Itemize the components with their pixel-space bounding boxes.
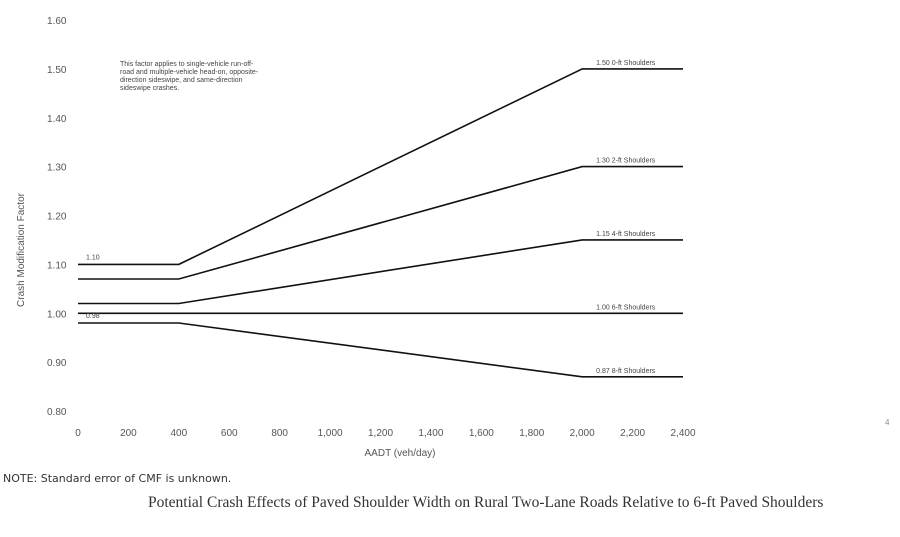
series-labels: 1.50 0-ft Shoulders 1.30 2-ft Shoulders 1.… [86, 60, 656, 375]
chart-annotation: This factor applies to single-vehicle ru… [120, 61, 259, 92]
y-axis: 0.80 0.90 1.00 1.10 1.20 1.30 1.40 1.50 1.60 [47, 16, 67, 418]
y-axis-title: Crash Modification Factor [16, 192, 27, 307]
corner-mark: 4 [885, 418, 890, 427]
x-tick-label: 1,800 [519, 428, 544, 439]
x-axis-title: AADT (veh/day) [365, 448, 436, 459]
y-tick-label: 1.40 [47, 114, 67, 125]
series-end-label: 1.00 6-ft Shoulders [596, 304, 656, 311]
annotation-line: direction sideswipe, and same-direction [120, 77, 243, 84]
x-tick-label: 400 [170, 428, 187, 439]
figure-caption: Potential Crash Effects of Paved Shoulde… [148, 494, 824, 511]
annotation-line: sideswipe crashes. [120, 85, 179, 92]
crash-modification-chart: 0.80 0.90 1.00 1.10 1.20 1.30 1.40 1.50 1.60 0 20… [16, 16, 696, 459]
annotation-line: This factor applies to single-vehicle ru… [120, 61, 254, 68]
series-line-8-ft-shoulders [78, 322, 683, 378]
series-line-0-ft-shoulders [78, 68, 683, 266]
y-tick-label: 1.10 [47, 260, 67, 271]
x-axis: 0 200 400 600 800 1,000 1,200 1,400 1,600 1,800 2,… [75, 428, 696, 439]
standard-error-note: NOTE: Standard error of CMF is unknown. [3, 472, 232, 485]
y-tick-label: 0.90 [47, 358, 67, 369]
series-end-label: 1.15 4-ft Shoulders [596, 231, 656, 238]
y-tick-label: 1.30 [47, 163, 67, 174]
x-tick-label: 2,200 [620, 428, 645, 439]
series-end-label: 1.50 0-ft Shoulders [596, 60, 656, 67]
y-tick-label: 0.80 [47, 407, 67, 418]
x-tick-label: 2,400 [670, 428, 695, 439]
x-tick-label: 1,600 [469, 428, 494, 439]
y-tick-label: 1.20 [47, 212, 67, 223]
series-line-2-ft-shoulders [78, 165, 683, 280]
series-end-label: 1.30 2-ft Shoulders [596, 158, 656, 165]
y-tick-label: 1.50 [47, 65, 67, 76]
y-tick-label: 1.00 [47, 309, 67, 320]
x-tick-label: 200 [120, 428, 137, 439]
x-tick-label: 1,000 [318, 428, 343, 439]
series-line-4-ft-shoulders [78, 239, 683, 305]
x-tick-label: 1,200 [368, 428, 393, 439]
annotation-line: road and multiple-vehicle head-on, oppos… [120, 69, 259, 76]
x-tick-label: 0 [75, 428, 81, 439]
series-layer [78, 68, 683, 378]
x-tick-label: 800 [271, 428, 288, 439]
x-tick-label: 1,400 [418, 428, 443, 439]
series-end-label: 0.87 8-ft Shoulders [596, 368, 656, 375]
series-start-label: 1.10 [86, 254, 100, 261]
y-tick-label: 1.60 [47, 16, 67, 27]
x-tick-label: 600 [221, 428, 238, 439]
series-start-label: 0.98 [86, 313, 100, 320]
x-tick-label: 2,000 [570, 428, 595, 439]
